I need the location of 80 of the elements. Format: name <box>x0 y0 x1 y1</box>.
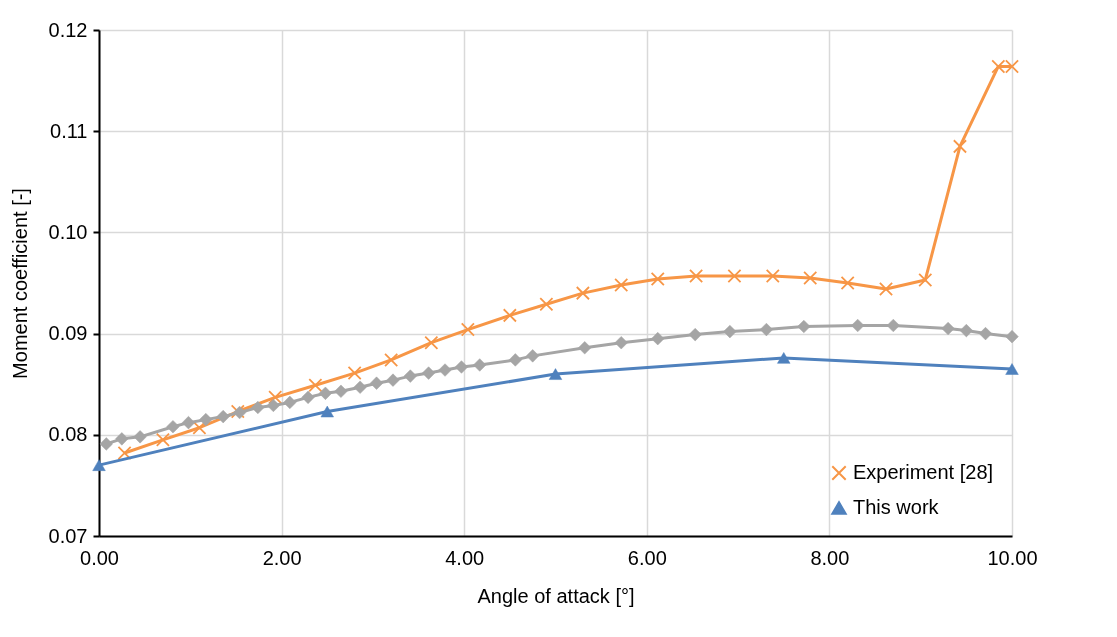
point <box>886 318 900 333</box>
point <box>578 341 592 355</box>
point <box>251 400 265 415</box>
point <box>978 327 993 341</box>
point <box>727 268 742 283</box>
point <box>320 405 334 418</box>
point <box>1005 330 1019 344</box>
point <box>386 373 400 387</box>
legend-label: This work <box>853 496 940 518</box>
point <box>268 390 283 405</box>
y-axis-title: Moment coefficient [-] <box>8 188 31 379</box>
point <box>318 386 332 400</box>
y-tick-label: 0.12 <box>48 18 88 41</box>
legend-label: Experiment [28] <box>853 461 994 483</box>
point <box>369 376 384 390</box>
point <box>347 366 362 381</box>
y-tick-label: 0.10 <box>48 220 88 243</box>
point <box>216 410 230 424</box>
point <box>650 271 665 286</box>
point <box>115 432 129 446</box>
point <box>803 270 818 285</box>
point <box>199 413 213 427</box>
point <box>797 319 811 334</box>
point <box>283 395 297 409</box>
point <box>539 297 554 312</box>
point <box>851 318 865 333</box>
point <box>308 378 323 393</box>
point <box>454 360 469 374</box>
point <box>651 332 665 346</box>
point <box>689 268 704 283</box>
point <box>548 368 563 380</box>
x-axis-title: Angle of attack [°] <box>477 584 635 607</box>
point <box>473 358 487 372</box>
point <box>422 366 436 380</box>
point <box>99 437 113 451</box>
x-tick-label: 6.00 <box>627 546 667 569</box>
point <box>403 369 417 383</box>
point <box>155 432 170 447</box>
y-tick-label: 0.09 <box>48 322 88 345</box>
y-tick-label: 0.11 <box>50 119 88 142</box>
point <box>575 286 590 301</box>
point <box>614 278 629 293</box>
point <box>614 336 628 350</box>
point <box>918 272 933 287</box>
point <box>181 416 196 430</box>
point <box>526 349 540 363</box>
x-tick-label: 10.00 <box>987 546 1038 569</box>
point <box>353 380 367 394</box>
point <box>688 328 702 342</box>
point <box>723 325 737 339</box>
y-tick-label: 0.07 <box>48 524 88 547</box>
point <box>959 323 973 338</box>
point <box>941 321 955 336</box>
x-tick-label: 4.00 <box>445 546 485 569</box>
x-tick-label: 2.00 <box>262 546 302 569</box>
point <box>1004 59 1020 74</box>
point <box>777 352 791 364</box>
point <box>991 59 1006 74</box>
x-tick-label: 8.00 <box>810 546 850 569</box>
point <box>301 390 315 404</box>
point <box>1005 363 1019 375</box>
point <box>840 275 855 291</box>
point <box>266 398 280 413</box>
point <box>438 363 452 377</box>
point <box>765 268 780 283</box>
point <box>502 308 517 323</box>
point <box>133 430 147 444</box>
point <box>878 282 894 297</box>
point <box>384 352 399 367</box>
point <box>166 420 180 434</box>
point <box>117 445 132 461</box>
point <box>334 384 348 398</box>
point <box>759 322 773 337</box>
point <box>424 335 439 350</box>
y-tick-label: 0.08 <box>48 423 88 446</box>
point <box>952 139 967 154</box>
point <box>92 459 106 471</box>
point <box>460 322 475 337</box>
x-tick-label: 0.00 <box>80 546 119 569</box>
point <box>508 353 522 367</box>
